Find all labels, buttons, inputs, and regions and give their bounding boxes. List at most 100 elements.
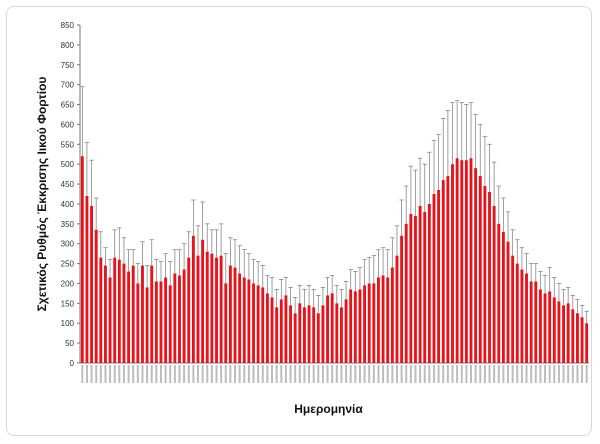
bar bbox=[159, 281, 163, 363]
x-tick-label-illegible bbox=[446, 365, 449, 383]
x-tick-label-illegible bbox=[405, 365, 408, 383]
x-tick-label-illegible bbox=[507, 365, 510, 383]
bar bbox=[464, 160, 468, 363]
bar bbox=[571, 309, 575, 363]
bar bbox=[418, 205, 422, 363]
x-tick-label-illegible bbox=[326, 365, 329, 383]
bar bbox=[483, 186, 487, 363]
bar bbox=[265, 293, 269, 363]
bar bbox=[136, 283, 140, 363]
x-tick-label-illegible bbox=[271, 365, 274, 383]
bar bbox=[201, 239, 205, 363]
x-tick-label-illegible bbox=[127, 365, 130, 383]
x-tick-label-illegible bbox=[164, 365, 167, 383]
y-tick-label: 600 bbox=[61, 120, 75, 129]
bar bbox=[529, 281, 533, 363]
x-tick-label-illegible bbox=[238, 365, 241, 383]
bar bbox=[117, 259, 121, 363]
bar bbox=[441, 180, 445, 363]
y-tick-label: 0 bbox=[70, 359, 75, 368]
x-tick-label-illegible bbox=[488, 365, 491, 383]
x-tick-label-illegible bbox=[159, 365, 162, 383]
bar bbox=[427, 203, 431, 363]
x-tick-label-illegible bbox=[409, 365, 412, 383]
x-tick-label-illegible bbox=[400, 365, 403, 383]
x-tick-label-illegible bbox=[340, 365, 343, 383]
bar bbox=[150, 265, 154, 363]
bar bbox=[141, 265, 144, 363]
y-tick-label: 150 bbox=[61, 299, 75, 308]
y-tick-label: 750 bbox=[61, 61, 75, 70]
x-tick-label-illegible bbox=[562, 365, 565, 383]
bar bbox=[525, 273, 528, 363]
x-tick-label-illegible bbox=[257, 365, 260, 383]
x-tick-label-illegible bbox=[183, 365, 186, 383]
x-tick-label-illegible bbox=[215, 365, 218, 383]
bar bbox=[353, 291, 357, 363]
bar bbox=[386, 277, 390, 363]
bar bbox=[349, 289, 353, 363]
x-axis-title: Ημερομηνία bbox=[294, 402, 363, 416]
bar bbox=[210, 253, 214, 363]
bar bbox=[242, 277, 246, 363]
x-tick-label-illegible bbox=[210, 365, 213, 383]
x-tick-label-illegible bbox=[136, 365, 139, 383]
x-tick-label-illegible bbox=[169, 365, 172, 383]
bar bbox=[154, 281, 158, 363]
bar bbox=[321, 305, 325, 363]
bar bbox=[358, 289, 362, 363]
bar bbox=[284, 295, 288, 363]
bar bbox=[330, 293, 334, 363]
x-tick-label-illegible bbox=[363, 365, 366, 383]
bar bbox=[543, 293, 547, 363]
bar bbox=[363, 285, 367, 363]
bar bbox=[390, 267, 394, 363]
x-tick-label-illegible bbox=[372, 365, 375, 383]
bar bbox=[256, 285, 260, 363]
bar bbox=[196, 255, 200, 363]
x-tick-label-illegible bbox=[266, 365, 269, 383]
x-tick-label-illegible bbox=[391, 365, 394, 383]
bar bbox=[372, 283, 376, 363]
bar bbox=[228, 265, 232, 363]
x-tick-label-illegible bbox=[113, 365, 116, 383]
bar bbox=[224, 283, 228, 363]
bar bbox=[367, 283, 371, 363]
bar bbox=[80, 156, 84, 363]
bar-series bbox=[80, 156, 589, 363]
x-tick-label-illegible bbox=[432, 365, 435, 383]
bar bbox=[293, 313, 297, 363]
bar bbox=[377, 277, 380, 363]
x-tick-label-illegible bbox=[530, 365, 533, 383]
bar bbox=[275, 307, 279, 363]
x-tick-label-illegible bbox=[358, 365, 361, 383]
bar bbox=[520, 269, 524, 363]
bar bbox=[501, 231, 505, 363]
y-tick-label: 550 bbox=[61, 140, 75, 149]
bar bbox=[168, 285, 172, 363]
bar bbox=[99, 257, 103, 363]
x-tick-label-illegible bbox=[252, 365, 255, 383]
x-tick-label-illegible bbox=[511, 365, 514, 383]
bar bbox=[446, 176, 450, 363]
y-tick-label: 650 bbox=[61, 101, 75, 110]
x-tick-label-illegible bbox=[192, 365, 195, 383]
y-tick-label: 850 bbox=[61, 21, 75, 30]
x-tick-label-illegible bbox=[109, 365, 112, 383]
x-tick-label-illegible bbox=[229, 365, 232, 383]
x-tick-label-illegible bbox=[368, 365, 371, 383]
bar bbox=[178, 275, 181, 363]
x-tick-label-illegible bbox=[95, 365, 98, 383]
x-tick-label-illegible bbox=[414, 365, 417, 383]
x-tick-label-illegible bbox=[187, 365, 190, 383]
y-tick-label: 100 bbox=[61, 319, 75, 328]
y-tick-label: 50 bbox=[65, 339, 74, 348]
x-tick-label-illegible bbox=[525, 365, 528, 383]
bar bbox=[145, 287, 149, 363]
bar bbox=[423, 211, 427, 363]
bar bbox=[515, 263, 519, 363]
bar bbox=[511, 255, 515, 363]
bar bbox=[492, 205, 496, 363]
x-tick-label-illegible bbox=[275, 365, 278, 383]
